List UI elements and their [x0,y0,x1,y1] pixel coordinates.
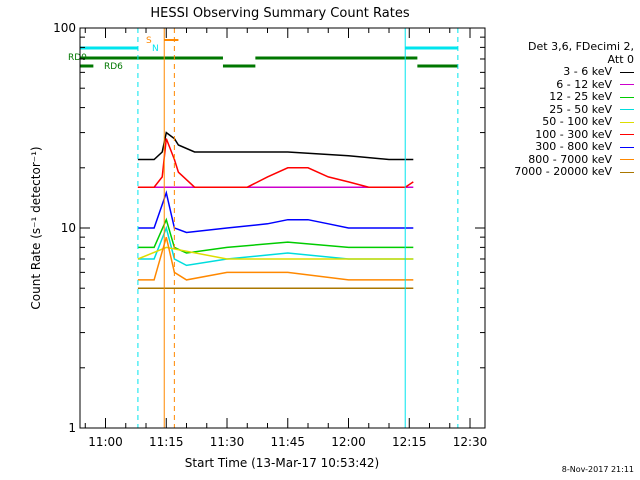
series-50-100-kev [137,246,414,260]
legend-swatch [620,134,634,136]
legend-swatch [620,171,634,173]
legend-entry-label: 25 - 50 keV [549,102,612,116]
legend-entry: 3 - 6 keV [484,65,634,79]
x-tick-label: 11:30 [210,435,245,449]
legend-swatch [620,84,634,86]
series-800-7000-kev [137,236,414,281]
series-300-800-kev [137,190,414,234]
legend-entry: 12 - 25 keV [484,90,634,104]
legend-swatch [620,121,634,123]
legend-swatch [620,159,634,161]
legend-entry: 800 - 7000 keV [484,152,634,167]
legend-header-1: Det 3,6, FDecimi 2, [528,40,634,53]
n-label: N [152,44,159,54]
legend-entry-label: 3 - 6 keV [563,65,612,78]
y-tick-label: 1 [68,421,76,435]
legend-header-2: Att 0 [607,53,634,66]
rd0-label: RD0 [68,53,87,63]
legend-entry-label: 50 - 100 keV [542,115,612,128]
x-tick-label: 12:15 [392,435,427,449]
y-axis-label: Count Rate (s⁻¹ detector⁻¹) [29,146,43,309]
s-label: S [146,36,152,46]
legend-entry: 100 - 300 keV [484,127,634,142]
x-tick-label: 11:45 [270,435,305,449]
rd6-label: RD6 [104,62,123,72]
legend: Det 3,6, FDecimi 2, Att 0 3 - 6 keV 6 - 1… [484,40,634,179]
legend-swatch [620,96,634,98]
legend-entry-label: 7000 - 20000 keV [514,165,612,178]
x-tick-label: 11:00 [88,435,123,449]
chart-title: HESSI Observing Summary Count Rates [150,6,409,21]
legend-entry-label: 100 - 300 keV [535,127,612,141]
legend-entry: 7000 - 20000 keV [484,165,634,179]
series-100-300-kev [137,138,414,188]
legend-swatch [620,109,634,111]
legend-entry: 6 - 12 keV [484,77,634,92]
legend-entry-label: 6 - 12 keV [556,77,612,91]
legend-swatch [620,71,634,73]
legend-entry: 50 - 100 keV [484,115,634,129]
legend-entry: 25 - 50 keV [484,102,634,117]
legend-entry: 300 - 800 keV [484,140,634,154]
series-12-25-kev [137,217,414,254]
legend-swatch [620,146,634,148]
legend-entry-label: 12 - 25 keV [549,90,612,103]
x-axis-label: Start Time (13-Mar-17 10:53:42) [185,456,379,470]
y-tick-label: 100 [53,21,76,35]
date-stamp: 8-Nov-2017 21:11 [561,465,634,474]
x-tick-label: 12:00 [331,435,366,449]
y-tick-label: 10 [61,221,76,235]
x-tick-label: 12:30 [453,435,488,449]
legend-entry-label: 800 - 7000 keV [528,152,612,166]
x-tick-label: 11:15 [149,435,184,449]
legend-entry-label: 300 - 800 keV [535,140,612,153]
series-3-6-kev [137,131,414,161]
